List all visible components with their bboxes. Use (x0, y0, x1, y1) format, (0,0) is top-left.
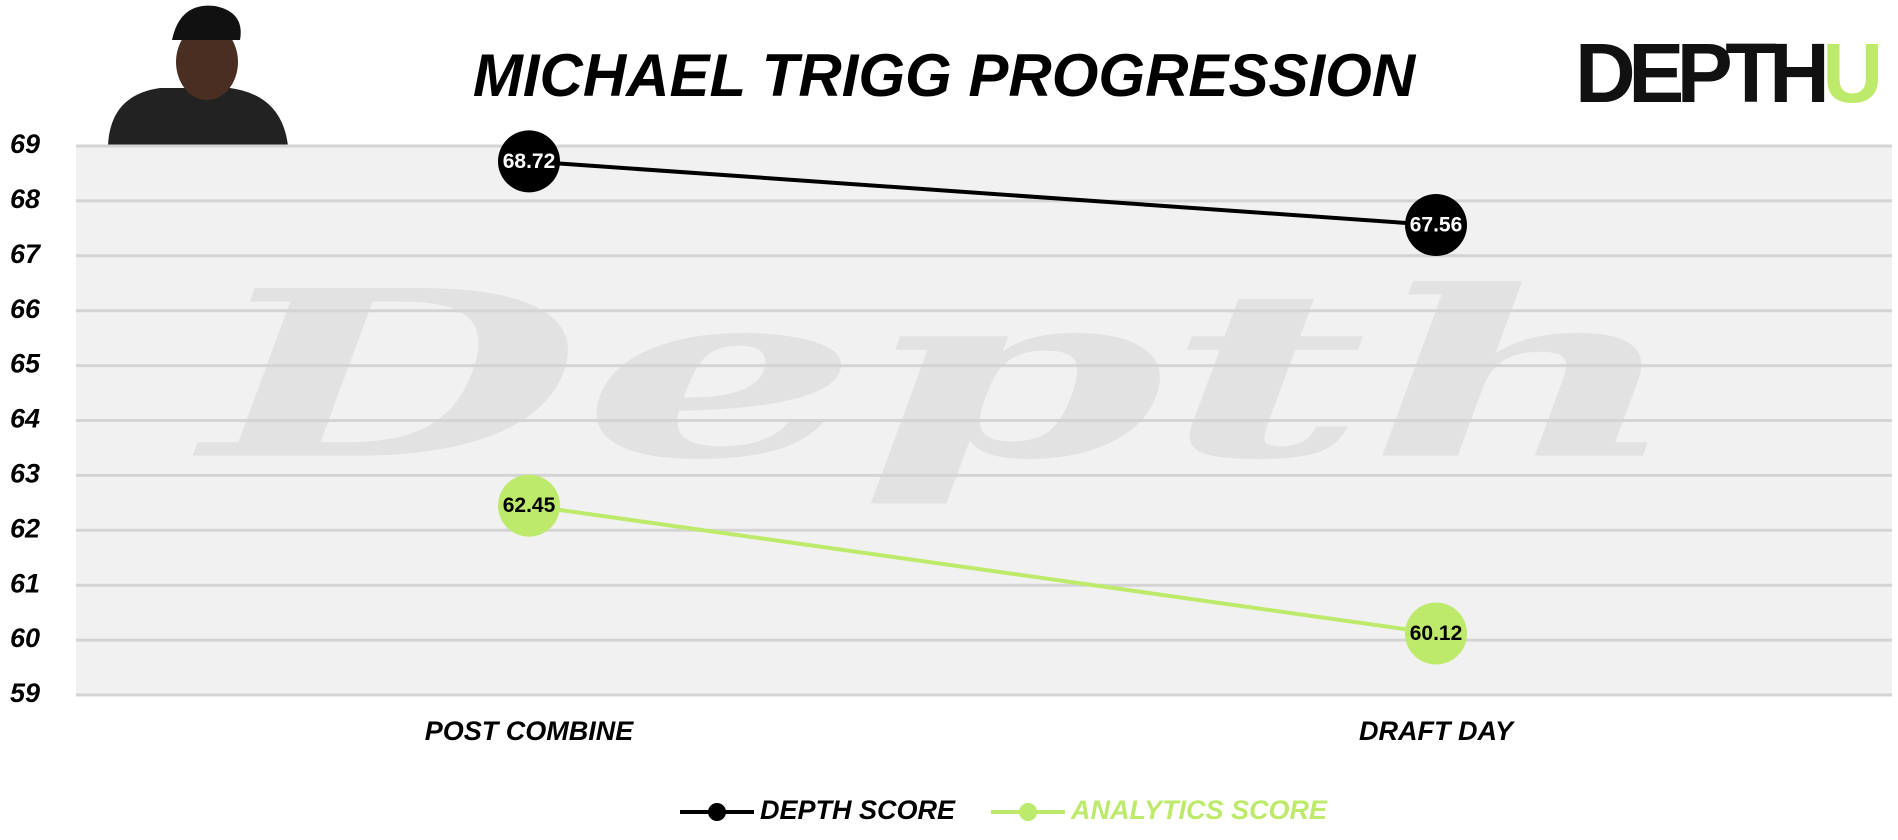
legend-marker (1019, 803, 1038, 821)
y-tick-label: 66 (10, 294, 41, 324)
y-tick-label: 63 (10, 459, 40, 489)
data-label: 60.12 (1410, 622, 1463, 645)
point-marker (1405, 602, 1467, 665)
legend-marker (708, 803, 726, 821)
data-label: 68.72 (503, 150, 556, 173)
y-tick-label: 60 (10, 623, 40, 653)
x-tick-label: DRAFT DAY (1359, 716, 1516, 746)
watermark: Depth (189, 240, 1685, 510)
data-label: 62.45 (503, 494, 556, 517)
series-line (528, 503, 1437, 636)
legend-label: ANALYTICS SCORE (1070, 795, 1328, 825)
chart-title: MICHAEL TRIGG PROGRESSION (473, 42, 1417, 109)
logo-main: DEPTH (1575, 26, 1832, 120)
x-tick-label: POST COMBINE (425, 716, 635, 746)
player-photo (108, 5, 288, 146)
y-tick-label: 65 (10, 349, 41, 379)
legend-label: DEPTH SCORE (760, 795, 956, 825)
point-marker (498, 474, 560, 537)
point-marker (498, 130, 560, 193)
y-tick-label: 62 (10, 513, 40, 543)
y-tick-label: 59 (10, 678, 40, 708)
series-line (528, 159, 1437, 228)
y-tick-label: 64 (10, 404, 40, 434)
y-tick-label: 61 (10, 568, 40, 598)
logo: DEPTHU (1575, 26, 1885, 120)
logo-accent: U (1822, 26, 1885, 120)
point-marker (1405, 194, 1467, 257)
y-tick-label: 67 (10, 239, 42, 269)
data-label: 67.56 (1410, 214, 1463, 237)
y-tick-label: 69 (10, 129, 40, 159)
y-tick-label: 68 (10, 184, 40, 214)
